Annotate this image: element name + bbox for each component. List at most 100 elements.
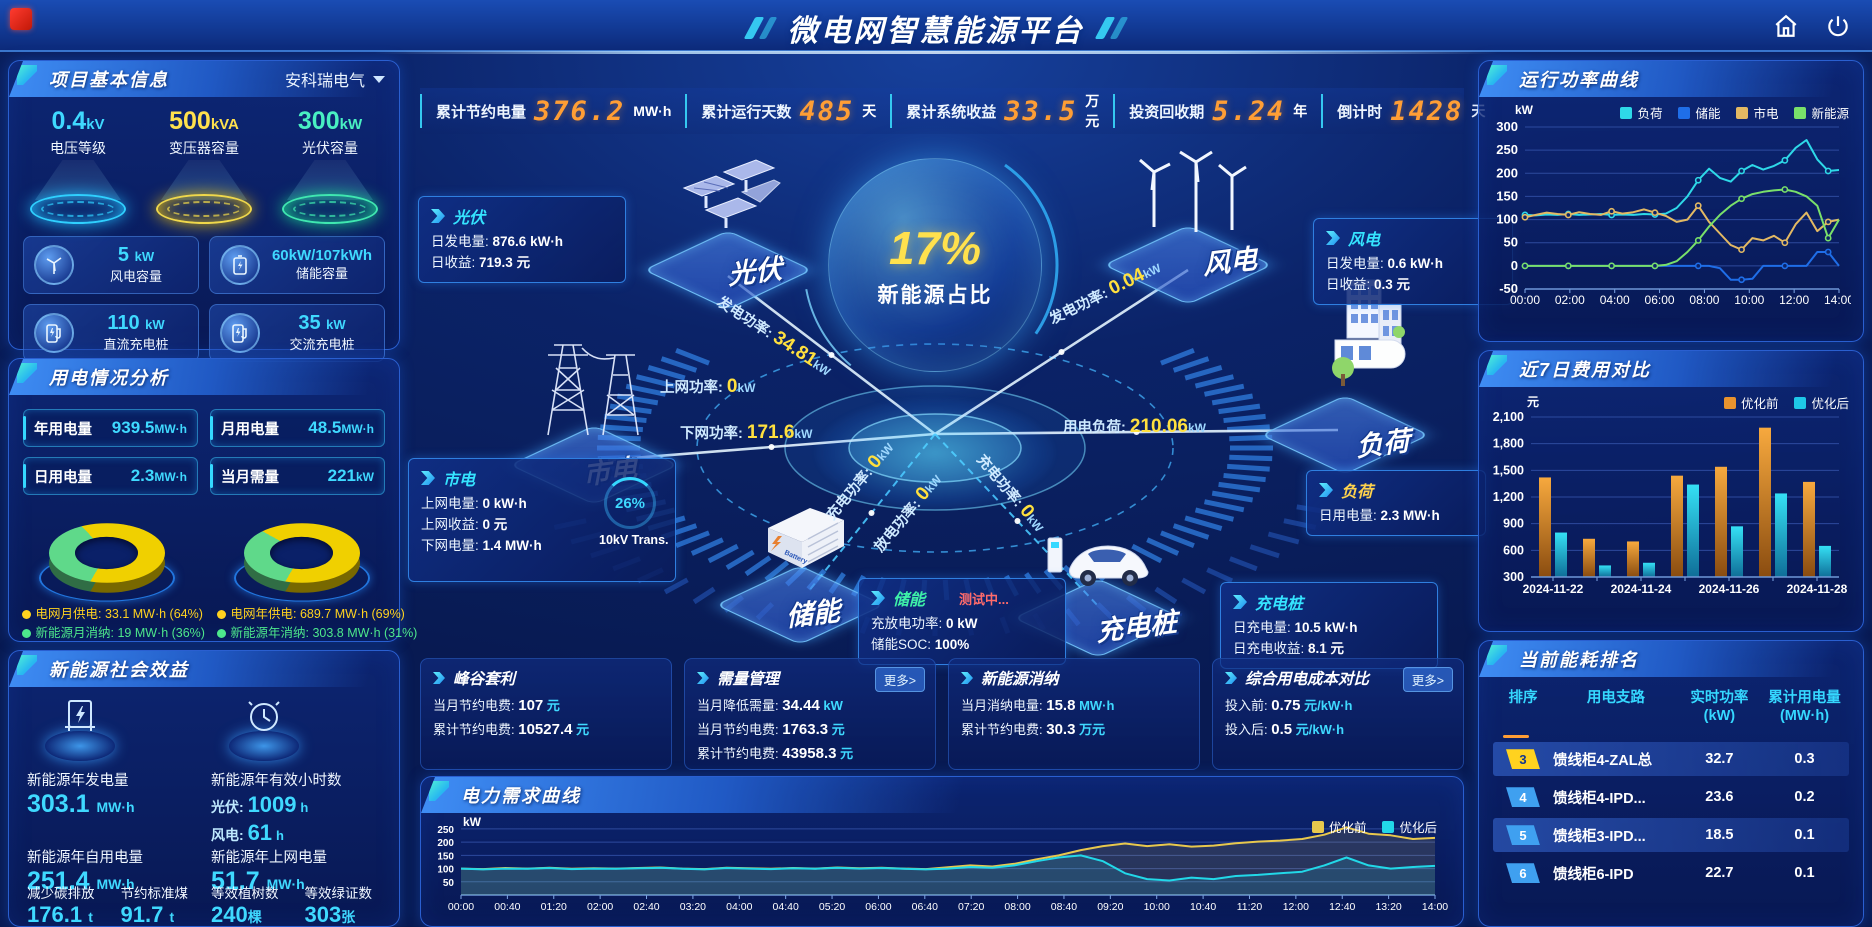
energy-cell: 0.2 (1794, 789, 1815, 806)
kpi-value: 33.5 (1004, 95, 1078, 127)
usage-stat-box: 年用电量 939.5MW·h (23, 409, 198, 447)
svg-text:00:00: 00:00 (1510, 293, 1540, 307)
arrow-icon (1233, 595, 1247, 609)
svg-text:300: 300 (1496, 119, 1518, 134)
home-button[interactable] (1770, 10, 1802, 42)
scroll-indicator[interactable] (1503, 735, 1529, 739)
svg-text:2024-11-26: 2024-11-26 (1699, 582, 1760, 596)
panel-rank-header: 当前能耗排名 (1479, 641, 1863, 677)
usage-stat-label: 年用电量 (34, 421, 92, 438)
power-chart-legend: 负荷 储能 市电 新能源 (1620, 103, 1849, 122)
legend-item[interactable]: 优化前 (1311, 817, 1366, 836)
benefit-panel-title: 综合用电成本对比 (1225, 667, 1451, 689)
svg-text:01:20: 01:20 (541, 901, 567, 913)
arrow-icon (431, 209, 445, 223)
legend-item[interactable]: 优化后 (1794, 393, 1849, 412)
svg-text:50: 50 (1504, 235, 1518, 250)
svg-text:10:40: 10:40 (1190, 901, 1216, 913)
rank-badge: 6 (1505, 863, 1540, 884)
panel-title: 当前能耗排名 (1519, 650, 1639, 670)
legend-swatch (1794, 396, 1807, 409)
svg-text:07:20: 07:20 (958, 901, 984, 913)
svg-text:12:40: 12:40 (1329, 901, 1355, 913)
legend-item[interactable]: 新能源 (1794, 103, 1849, 122)
panel-demand-curve: 电力需求曲线 kW 优化前 优化后 50 100 150 200 250 00:00 00:4… (420, 776, 1464, 927)
svg-text:250: 250 (437, 825, 454, 836)
card-text: 5 kW 风电容量 (84, 245, 188, 285)
svg-text:100: 100 (437, 865, 454, 876)
benefit-panel-title: 峰谷套利 (433, 667, 659, 689)
svg-text:04:40: 04:40 (773, 901, 799, 913)
charger-icon (34, 313, 74, 353)
svg-text:600: 600 (1503, 543, 1524, 557)
wind-turbine-icon (34, 245, 74, 285)
clock-pedestal (229, 697, 299, 761)
logo-icon (10, 8, 32, 30)
legend-item[interactable]: 储能 (1678, 103, 1720, 122)
demand-curve-chart: 50 100 150 200 250 00:00 00:40 01:20 02:00 02:40 0… (437, 825, 1448, 913)
company-dropdown[interactable]: 安科瑞电气 (285, 67, 385, 91)
svg-text:1,200: 1,200 (1493, 490, 1524, 504)
table-row[interactable]: 4 馈线柜4-IPD... 23.6 0.2 (1493, 780, 1849, 814)
energy-cell: 0.3 (1794, 751, 1815, 768)
panel-corner-icon (1487, 645, 1507, 665)
legend-swatch (1620, 106, 1633, 119)
svg-text:300: 300 (1503, 570, 1524, 584)
solar-battery-pedestal (45, 697, 115, 761)
legend-swatch (1382, 820, 1395, 833)
capacity-card: 60kW/107kWh 储能容量 (209, 236, 385, 294)
rank-cell: 3 (1493, 749, 1553, 770)
charger-info-box: 充电桩 日充电量: 10.5 kW·h 日充电收益: 8.1 元 (1220, 582, 1438, 669)
trees-stat: 等效植树数 240棵 (211, 886, 279, 927)
donut-year-wrap: 电网年供电: 689.7 MW·h (69%) 新能源年消纳: 303.8 MW·… (216, 505, 417, 643)
benefit-stat-row: 累计节约电费: 10527.4 元 (433, 721, 590, 738)
power-button[interactable] (1822, 10, 1854, 42)
kpi-item: 倒计时1428天 (1321, 94, 1499, 128)
benefit-panel: 峰谷套利当月节约电费: 107 元累计节约电费: 10527.4 元 (420, 658, 672, 770)
wind-turbines-graphic (1124, 132, 1254, 257)
transformer-label: 10kV Trans. (599, 533, 669, 547)
kpi-label: 投资回收期 (1129, 103, 1205, 121)
legend-swatch (1723, 396, 1736, 409)
energy-topology: Battery (408, 130, 1513, 669)
power-cell: 18.5 (1705, 827, 1734, 844)
self-use-stat: 新能源年自用电量 251.4 MW·h 减少碳排放 176.1 t 节约标准煤 … (27, 850, 188, 927)
legend-swatch (1678, 106, 1691, 119)
legend-item[interactable]: 优化前 (1723, 393, 1778, 412)
svg-text:09:20: 09:20 (1097, 901, 1123, 913)
benefit-stat-row: 当月节约电费: 107 元 (433, 697, 560, 714)
legend-item[interactable]: 负荷 (1620, 103, 1662, 122)
svg-text:06:00: 06:00 (1645, 293, 1675, 307)
legend-item[interactable]: 市电 (1736, 103, 1778, 122)
legend-item[interactable]: 优化后 (1382, 817, 1437, 836)
svg-text:12:00: 12:00 (1283, 901, 1309, 913)
rank-badge: 5 (1505, 825, 1540, 846)
panel-social-benefit: 新能源社会效益 新能源年发电量 303.1 MW·h (8, 650, 400, 927)
table-row[interactable]: 3 馈线柜4-ZAL总 32.7 0.3 (1493, 742, 1849, 777)
benefit-stat-row: 当月节约电费: 1763.3 元 (697, 721, 845, 738)
arrow-icon (697, 672, 709, 684)
svg-text:06:40: 06:40 (912, 901, 938, 913)
svg-text:06:00: 06:00 (865, 901, 891, 913)
capacity-cards: 5 kW 风电容量 60kW/107kWh 储能容量 110 kW 直流充电桩 35 kW… (9, 224, 399, 362)
arrow-icon (421, 471, 435, 485)
more-button[interactable]: 更多> (874, 667, 925, 692)
kpi-value: 485 (799, 95, 855, 127)
card-text: 35 kW 交流充电桩 (270, 313, 374, 353)
svg-text:05:20: 05:20 (819, 901, 845, 913)
table-row[interactable]: 5 馈线柜3-IPD... 18.5 0.1 (1493, 818, 1849, 853)
usage-stat-box: 当月需量 221kW (210, 457, 385, 495)
svg-text:00:40: 00:40 (494, 901, 520, 913)
more-button[interactable]: 更多> (1402, 667, 1453, 692)
usage-stat-label: 当月需量 (221, 469, 279, 486)
certs-stat: 等效绿证数 303张 (304, 886, 373, 927)
card-label: 直流充电桩 (103, 337, 169, 352)
node-label-load: 负荷 (1355, 425, 1411, 463)
benefit-panel: 综合用电成本对比 更多> 投入前: 0.75 元/kW·h 投入后: 0.5 元/kW… (1212, 658, 1464, 770)
svg-text:04:00: 04:00 (1600, 293, 1630, 307)
table-row[interactable]: 6 馈线柜6-IPD 22.7 0.1 (1493, 856, 1849, 890)
transformer-load-pct: 26% (604, 477, 656, 529)
transformer-indicator: 26% 10kV Trans. (599, 477, 669, 547)
donut-legend-item: 电网年供电: 689.7 MW·h (69%) (216, 605, 405, 624)
usage-stat-label: 月用电量 (221, 421, 279, 438)
